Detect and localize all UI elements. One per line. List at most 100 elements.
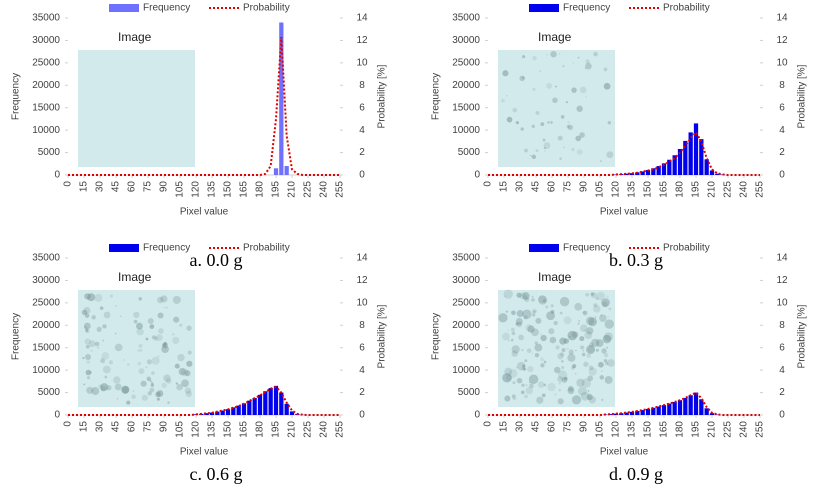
inset-speck <box>571 395 582 405</box>
y-tick-label: 5000 <box>38 387 61 398</box>
inset-speck <box>539 70 542 73</box>
y-tick-label: 10000 <box>32 365 60 376</box>
inset-speck <box>586 345 596 355</box>
y-axis-title: Frequency <box>431 313 442 360</box>
x-tick-label: 255 <box>755 421 766 438</box>
bar <box>284 166 289 175</box>
y-axis-title: Frequency <box>11 73 22 120</box>
inset-speck <box>550 304 554 308</box>
inset-speck <box>156 390 164 397</box>
inset-speck <box>521 348 524 352</box>
y2-tick-label: 0 <box>779 170 785 181</box>
inset-speck <box>576 105 583 112</box>
inset-speck <box>542 299 547 303</box>
inset-speck <box>89 370 93 374</box>
x-tick-label: 120 <box>191 181 202 198</box>
inset-speck <box>85 354 92 360</box>
y-tick-label: 20000 <box>452 320 480 331</box>
inset-speck <box>151 335 156 340</box>
x-tick-label: 15 <box>79 421 90 433</box>
inset-speck <box>561 360 564 363</box>
x-tick-label: 30 <box>95 421 106 433</box>
inset-speck <box>561 365 565 369</box>
bar <box>672 401 677 415</box>
inset-speck <box>559 311 563 315</box>
inset-speck <box>145 366 148 369</box>
inset-speck <box>138 297 142 301</box>
probability-line <box>488 130 760 176</box>
x-tick-label: 15 <box>499 181 510 193</box>
bar <box>629 411 635 415</box>
x-tick-label: 180 <box>675 181 686 198</box>
inset-speck <box>88 340 96 348</box>
inset-speck <box>534 341 538 345</box>
inset-speck <box>578 319 580 322</box>
inset-speck <box>524 394 528 399</box>
bar <box>268 388 273 415</box>
inset-speck <box>501 98 505 103</box>
y2-tick-label: 8 <box>359 320 365 331</box>
inset-speck <box>603 332 613 342</box>
y-tick-label: 15000 <box>32 102 60 113</box>
inset-image <box>498 290 615 407</box>
bar <box>289 411 295 415</box>
inset-speck <box>114 304 117 307</box>
inset-speck <box>155 391 161 398</box>
inset-speck <box>575 135 582 142</box>
inset-speck <box>595 348 599 352</box>
inset-speck <box>163 306 165 309</box>
chart-panel: Image05000100001500020000250003000035000… <box>431 3 808 270</box>
inset-speck <box>584 329 586 332</box>
x-tick-label: 105 <box>595 181 606 198</box>
inset-speck <box>502 332 510 341</box>
x-tick-label: 210 <box>287 181 298 198</box>
x-tick-label: 180 <box>255 181 266 198</box>
x-tick-label: 120 <box>611 181 622 198</box>
inset-speck <box>531 313 536 317</box>
inset-speck <box>153 336 159 341</box>
inset-speck <box>577 322 580 325</box>
inset-speck <box>162 343 166 347</box>
inset-speck <box>521 383 525 387</box>
bar <box>220 410 225 415</box>
inset-speck <box>606 151 614 159</box>
inset-speck <box>557 398 564 405</box>
inset-speck <box>561 377 568 383</box>
probability-line <box>488 391 760 416</box>
inset-speck <box>507 339 510 342</box>
x-tick-label: 225 <box>723 421 734 438</box>
inset-speck <box>546 54 548 56</box>
inset-image <box>78 290 195 407</box>
inset-speck <box>103 311 111 319</box>
inset-speck <box>543 360 547 364</box>
bar <box>284 403 289 415</box>
inset-speck <box>563 338 570 344</box>
caption: d. 0.9 g <box>609 464 663 484</box>
y-tick-label: 35000 <box>452 13 480 24</box>
inset-speck <box>606 295 609 299</box>
legend-label: Probability <box>663 3 710 14</box>
inset-speck <box>120 315 122 318</box>
x-tick-label: 165 <box>659 421 670 438</box>
x-tick-label: 45 <box>111 421 122 433</box>
inset-speck <box>516 377 523 384</box>
x-tick-label: 45 <box>531 181 542 193</box>
x-tick-label: 105 <box>175 421 186 438</box>
inset-speck <box>532 55 537 61</box>
inset-speck <box>590 292 597 299</box>
inset-speck <box>511 310 516 316</box>
inset-speck <box>557 135 563 141</box>
inset-speck <box>567 353 576 362</box>
x-tick-label: 255 <box>335 421 346 438</box>
y-tick-label: 0 <box>474 170 480 181</box>
x-axis-title: Pixel value <box>600 207 649 218</box>
inset-speck <box>601 370 603 373</box>
y2-tick-label: 6 <box>779 102 785 113</box>
inset-speck <box>572 62 575 64</box>
inset-speck <box>587 390 590 392</box>
inset-speck <box>540 333 542 336</box>
inset-speck <box>558 382 561 385</box>
inset-speck <box>114 343 123 352</box>
inset-speck <box>544 150 546 152</box>
inset-speck <box>563 376 568 381</box>
